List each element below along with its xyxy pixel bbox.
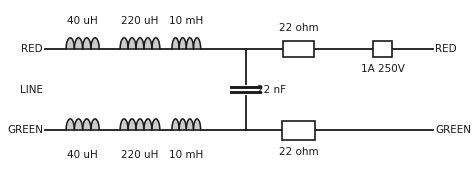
Text: 40 uH: 40 uH: [67, 16, 98, 26]
Polygon shape: [82, 119, 91, 130]
Polygon shape: [91, 38, 99, 49]
Polygon shape: [152, 119, 160, 130]
Text: GREEN: GREEN: [436, 125, 472, 135]
Text: 220 uH: 220 uH: [121, 150, 159, 160]
Polygon shape: [152, 38, 160, 49]
Polygon shape: [179, 38, 186, 49]
Text: 10 mH: 10 mH: [169, 16, 203, 26]
Bar: [283, 41, 314, 57]
Polygon shape: [74, 38, 82, 49]
Text: 220 uH: 220 uH: [121, 16, 159, 26]
Text: LINE: LINE: [20, 85, 43, 95]
Polygon shape: [120, 119, 128, 130]
Polygon shape: [128, 119, 136, 130]
Polygon shape: [144, 38, 152, 49]
Text: 22 nF: 22 nF: [257, 85, 286, 95]
Polygon shape: [91, 119, 99, 130]
Polygon shape: [66, 119, 74, 130]
Text: 22 ohm: 22 ohm: [279, 23, 319, 33]
Polygon shape: [82, 38, 91, 49]
Text: 22 ohm: 22 ohm: [279, 147, 319, 157]
Text: RED: RED: [21, 44, 43, 54]
Text: 40 uH: 40 uH: [67, 150, 98, 160]
Polygon shape: [193, 119, 201, 130]
Text: RED: RED: [436, 44, 457, 54]
Polygon shape: [66, 38, 74, 49]
Polygon shape: [172, 38, 179, 49]
Polygon shape: [144, 119, 152, 130]
Polygon shape: [186, 119, 193, 130]
Text: GREEN: GREEN: [7, 125, 43, 135]
Polygon shape: [120, 38, 128, 49]
Bar: [282, 121, 315, 140]
Polygon shape: [136, 119, 144, 130]
Polygon shape: [74, 119, 82, 130]
Polygon shape: [128, 38, 136, 49]
Polygon shape: [186, 38, 193, 49]
Polygon shape: [136, 38, 144, 49]
Polygon shape: [179, 119, 186, 130]
Bar: [373, 41, 392, 57]
Polygon shape: [193, 38, 201, 49]
Text: 10 mH: 10 mH: [169, 150, 203, 160]
Polygon shape: [172, 119, 179, 130]
Text: 1A 250V: 1A 250V: [361, 64, 404, 74]
